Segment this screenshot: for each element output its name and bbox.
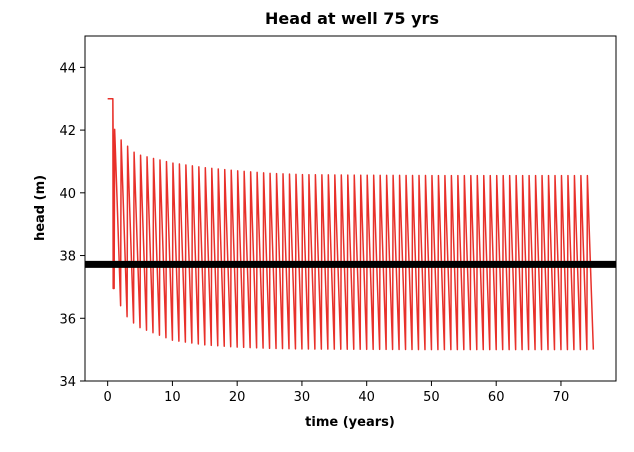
- x-tick-label: 30: [294, 390, 311, 405]
- y-axis: 34 36 38 40 42 44: [59, 61, 85, 390]
- plot-area: [85, 97, 616, 351]
- y-tick-label: 44: [59, 61, 76, 76]
- x-tick-label: 60: [488, 390, 505, 405]
- x-axis: 0 10 20 30 40 50 60 70: [104, 381, 570, 405]
- x-axis-label: time (years): [305, 415, 395, 430]
- x-tick-label: 50: [423, 390, 440, 405]
- series-line-head: [107, 97, 595, 351]
- chart-title: Head at well 75 yrs: [265, 9, 439, 28]
- y-tick-label: 42: [59, 124, 76, 139]
- x-tick-label: 10: [164, 390, 181, 405]
- y-tick-label: 36: [59, 312, 76, 327]
- y-axis-label: head (m): [33, 175, 48, 241]
- x-tick-label: 0: [104, 390, 112, 405]
- y-tick-label: 34: [59, 375, 76, 390]
- x-tick-label: 70: [553, 390, 570, 405]
- y-tick-label: 40: [59, 187, 76, 202]
- x-tick-label: 40: [358, 390, 375, 405]
- x-tick-label: 20: [229, 390, 246, 405]
- y-tick-label: 38: [59, 250, 76, 265]
- plot-frame: [84, 35, 617, 382]
